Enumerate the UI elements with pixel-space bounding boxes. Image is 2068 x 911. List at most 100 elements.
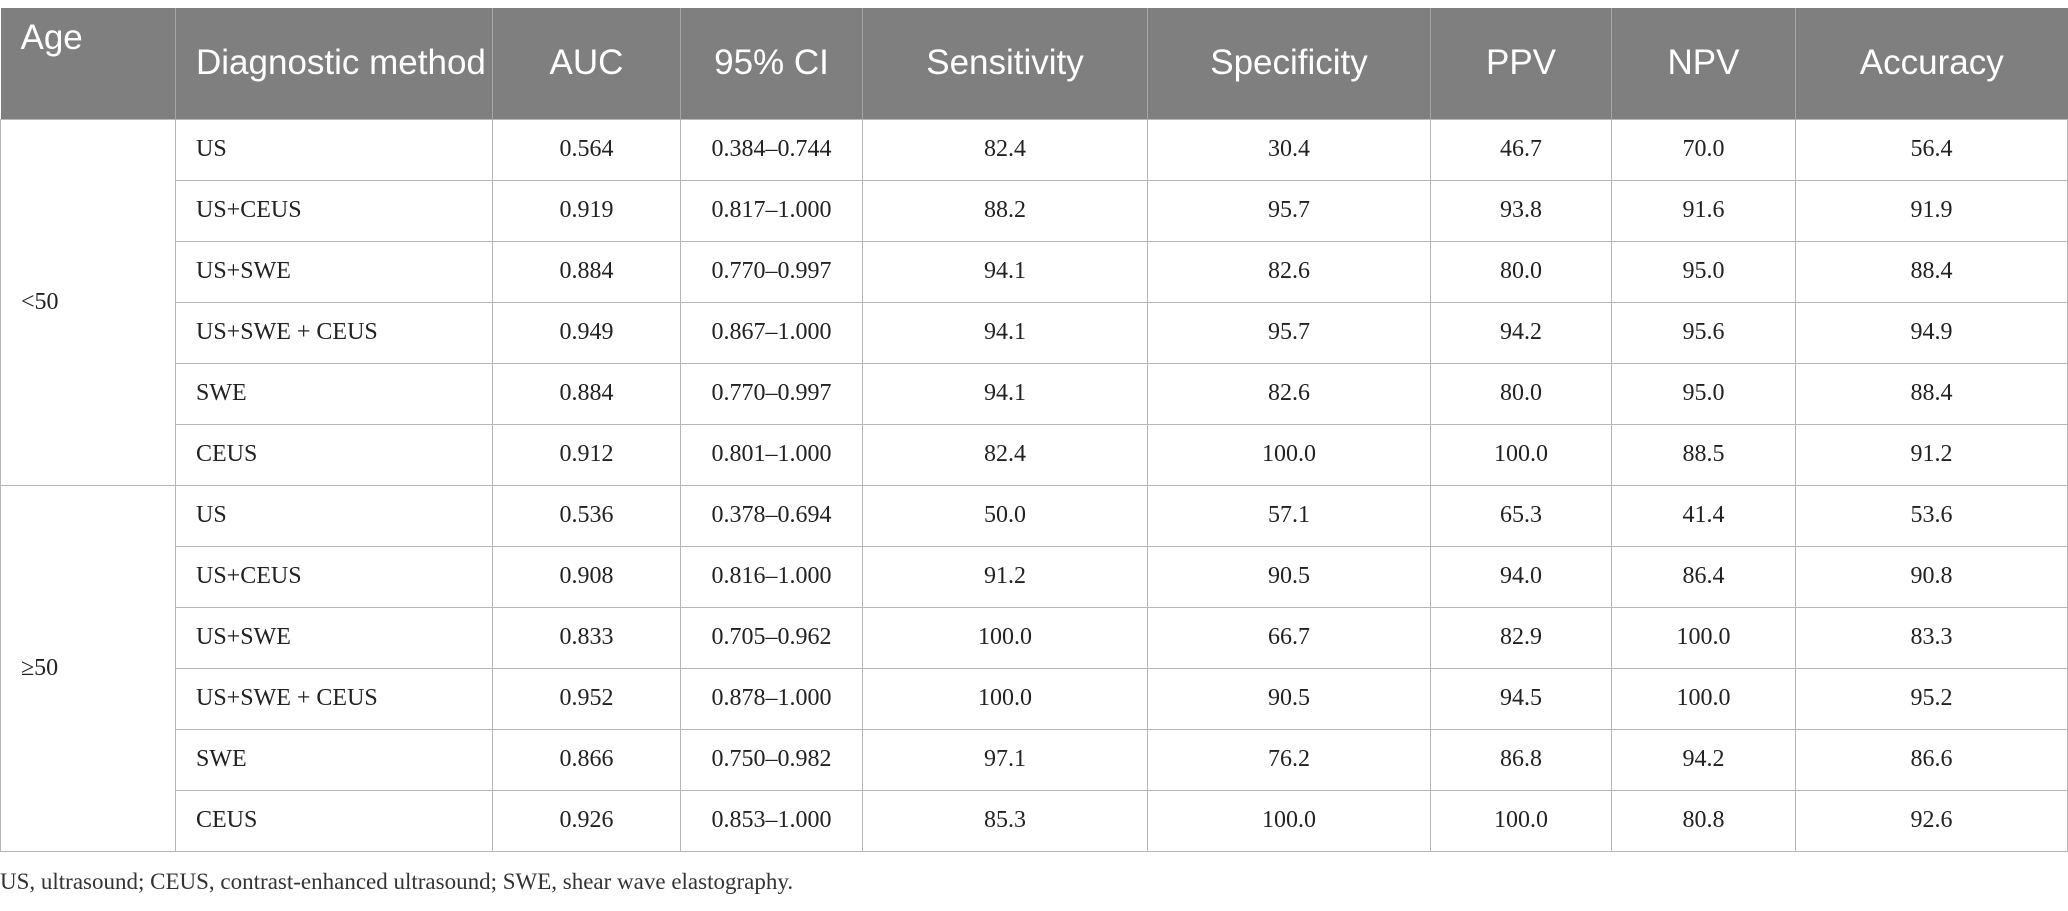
table-row: ≥50 US 0.536 0.378–0.694 50.0 57.1 65.3 41.4 53.…	[0, 484, 2068, 852]
specificity-cell: 66.7	[1147, 606, 1431, 669]
ci-cell: 0.705–0.962	[680, 606, 863, 669]
ci-cell: 0.770–0.997	[680, 362, 863, 425]
table-footnote: US, ultrasound; CEUS, contrast-enhanced …	[0, 869, 794, 894]
npv-cell: 100.0	[1611, 667, 1796, 730]
ci-cell: 0.384–0.744	[680, 118, 863, 181]
sensitivity-cell: 94.1	[862, 301, 1148, 364]
npv-cell: 80.8	[1611, 789, 1796, 852]
sensitivity-cell: 50.0	[862, 484, 1148, 547]
ci-cell: 0.878–1.000	[680, 667, 863, 730]
ppv-cell: 80.0	[1430, 240, 1612, 303]
accuracy-cell: 88.4	[1795, 362, 2068, 425]
header-accuracy: Accuracy	[1795, 8, 2068, 119]
accuracy-cell: 53.6	[1795, 484, 2068, 547]
accuracy-cell: 83.3	[1795, 606, 2068, 669]
sensitivity-cell: 88.2	[862, 179, 1148, 242]
npv-cell: 95.0	[1611, 362, 1796, 425]
accuracy-cell: 94.9	[1795, 301, 2068, 364]
header-row: Age Diagnostic method AUC 95% CI Sensiti…	[0, 8, 2068, 119]
sensitivity-cell: 94.1	[862, 240, 1148, 303]
table-row: US+SWE 0.884 0.770–0.997 94.1 82.6 80.0 95.0 88…	[1, 240, 2068, 303]
auc-cell: 0.912	[492, 423, 681, 486]
sensitivity-cell: 82.4	[862, 118, 1148, 181]
ci-cell: 0.853–1.000	[680, 789, 863, 852]
specificity-cell: 82.6	[1147, 362, 1431, 425]
method-cell: CEUS	[175, 789, 493, 852]
table-row: CEUS 0.926 0.853–1.000 85.3 100.0 100.0 80.8 92…	[1, 789, 2068, 852]
ppv-cell: 100.0	[1430, 423, 1612, 486]
sensitivity-cell: 100.0	[862, 667, 1148, 730]
header-npv: NPV	[1611, 8, 1796, 119]
results-table: Age Diagnostic method AUC 95% CI Sensiti…	[0, 8, 2068, 852]
npv-cell: 70.0	[1611, 118, 1796, 181]
ci-cell: 0.816–1.000	[680, 545, 863, 608]
header-auc: AUC	[492, 8, 681, 119]
table-row: US+CEUS 0.919 0.817–1.000 88.2 95.7 93.8 91.6 9…	[1, 179, 2068, 242]
method-cell: CEUS	[175, 423, 493, 486]
auc-cell: 0.926	[492, 789, 681, 852]
sensitivity-cell: 97.1	[862, 728, 1148, 791]
header-age: Age	[0, 8, 176, 119]
auc-cell: 0.536	[492, 484, 681, 547]
sensitivity-cell: 100.0	[862, 606, 1148, 669]
npv-cell: 88.5	[1611, 423, 1796, 486]
auc-cell: 0.949	[492, 301, 681, 364]
header-method: Diagnostic method	[175, 8, 493, 119]
accuracy-cell: 92.6	[1795, 789, 2068, 852]
table-row: SWE 0.866 0.750–0.982 97.1 76.2 86.8 94.2 86.6	[1, 728, 2068, 791]
accuracy-cell: 91.2	[1795, 423, 2068, 486]
method-cell: US+SWE	[175, 606, 493, 669]
method-cell: SWE	[175, 362, 493, 425]
npv-cell: 95.6	[1611, 301, 1796, 364]
ppv-cell: 65.3	[1430, 484, 1612, 547]
auc-cell: 0.908	[492, 545, 681, 608]
sensitivity-cell: 85.3	[862, 789, 1148, 852]
npv-cell: 41.4	[1611, 484, 1796, 547]
ci-cell: 0.378–0.694	[680, 484, 863, 547]
table-row: SWE 0.884 0.770–0.997 94.1 82.6 80.0 95.0 88.4	[1, 362, 2068, 425]
accuracy-cell: 90.8	[1795, 545, 2068, 608]
table-row: US+CEUS 0.908 0.816–1.000 91.2 90.5 94.0 86.4 9…	[1, 545, 2068, 608]
accuracy-cell: 56.4	[1795, 118, 2068, 181]
specificity-cell: 76.2	[1147, 728, 1431, 791]
ppv-cell: 93.8	[1430, 179, 1612, 242]
accuracy-cell: 95.2	[1795, 667, 2068, 730]
ppv-cell: 86.8	[1430, 728, 1612, 791]
method-cell: US+SWE + CEUS	[175, 667, 493, 730]
npv-cell: 95.0	[1611, 240, 1796, 303]
auc-cell: 0.564	[492, 118, 681, 181]
specificity-cell: 57.1	[1147, 484, 1431, 547]
auc-cell: 0.919	[492, 179, 681, 242]
sensitivity-cell: 94.1	[862, 362, 1148, 425]
accuracy-cell: 86.6	[1795, 728, 2068, 791]
method-cell: US	[175, 484, 493, 547]
sensitivity-cell: 91.2	[862, 545, 1148, 608]
method-cell: US+CEUS	[175, 545, 493, 608]
npv-cell: 86.4	[1611, 545, 1796, 608]
specificity-cell: 30.4	[1147, 118, 1431, 181]
npv-cell: 100.0	[1611, 606, 1796, 669]
table-body: <50 US 0.564 0.384–0.744 82.4 30.4 46.7 70.0 56.…	[0, 118, 2068, 852]
npv-cell: 91.6	[1611, 179, 1796, 242]
sensitivity-cell: 82.4	[862, 423, 1148, 486]
age-group-cell: <50	[0, 118, 176, 486]
ppv-cell: 82.9	[1430, 606, 1612, 669]
table-row: CEUS 0.912 0.801–1.000 82.4 100.0 100.0 88.5 91…	[1, 423, 2068, 486]
table-header: Age Diagnostic method AUC 95% CI Sensiti…	[0, 8, 2068, 119]
npv-cell: 94.2	[1611, 728, 1796, 791]
auc-cell: 0.866	[492, 728, 681, 791]
method-cell: US+SWE	[175, 240, 493, 303]
ppv-cell: 100.0	[1430, 789, 1612, 852]
accuracy-cell: 88.4	[1795, 240, 2068, 303]
method-cell: US+SWE + CEUS	[175, 301, 493, 364]
header-specificity: Specificity	[1147, 8, 1431, 119]
ci-cell: 0.770–0.997	[680, 240, 863, 303]
auc-cell: 0.884	[492, 240, 681, 303]
ci-cell: 0.867–1.000	[680, 301, 863, 364]
table-row: US+SWE 0.833 0.705–0.962 100.0 66.7 82.9 100.0…	[1, 606, 2068, 669]
method-cell: US+CEUS	[175, 179, 493, 242]
specificity-cell: 100.0	[1147, 789, 1431, 852]
accuracy-cell: 91.9	[1795, 179, 2068, 242]
auc-cell: 0.884	[492, 362, 681, 425]
specificity-cell: 95.7	[1147, 179, 1431, 242]
